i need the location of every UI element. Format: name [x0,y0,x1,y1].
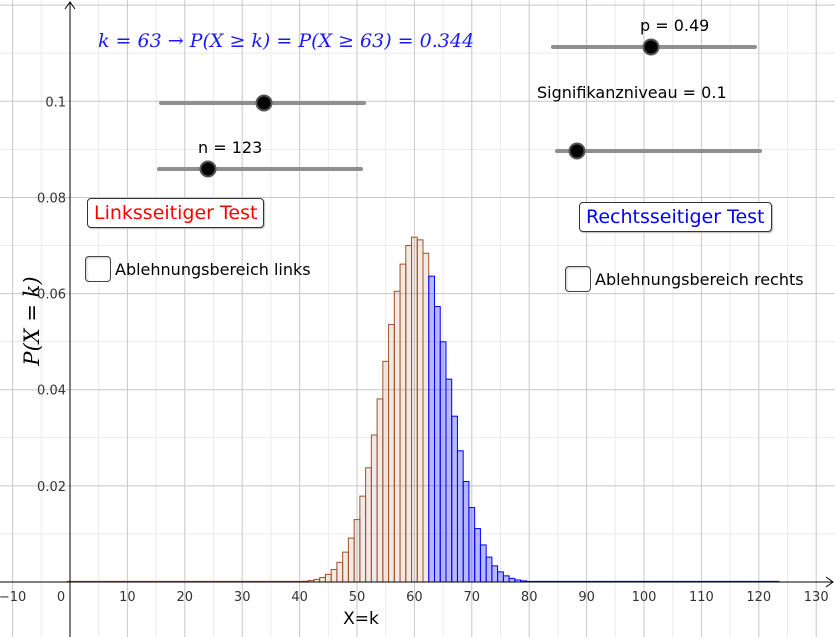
checkbox-label: Ablehnungsbereich rechts [595,269,804,289]
bar-k-56 [388,324,395,583]
bar-k-57 [393,290,401,583]
bar-k-66 [445,378,453,583]
right-sided-test-button[interactable]: Rechtsseitiger Test [579,202,772,232]
y-tick-label: 0.06 [37,288,66,303]
bar-k-64 [433,306,441,583]
bar-k-44 [319,576,326,583]
bar-k-47 [336,561,344,583]
bar-k-69 [462,481,470,583]
bar-k-58 [399,263,407,583]
checkbox-label: Ablehnungsbereich links [115,259,311,279]
bar-k-51 [359,495,367,583]
n-slider-handle[interactable] [199,160,217,178]
checkbox-ablehnung-links[interactable]: Ablehnungsbereich links [85,256,311,282]
bar-k-68 [456,450,464,583]
bar-k-50 [353,519,361,583]
bar-k-67 [451,415,458,583]
bar-k-49 [347,537,355,583]
bar-k-75 [497,571,504,583]
bar-k-71 [474,528,481,583]
bar-k-63 [428,275,435,583]
x-tick-label: 60 [406,590,423,605]
signifikanz-slider-label: Signifikanzniveau = 0.1 [537,83,727,102]
checkbox-ablehnung-rechts[interactable]: Ablehnungsbereich rechts [565,266,804,292]
x-tick-label: 0 [57,590,65,605]
y-axis-arrow [64,1,76,10]
checkbox-box[interactable] [565,266,591,292]
x-tick-label: 90 [578,590,595,605]
bar-k-60 [411,236,418,583]
p-slider-label: p = 0.49 [640,16,710,35]
bar-k-62 [422,252,430,583]
bar-k-72 [479,544,487,583]
x-tick-label: 40 [291,590,308,605]
bar-k-54 [376,398,384,583]
significance-slider-handle[interactable] [255,94,273,112]
bar-k-74 [491,565,499,583]
x-axis-label: X=k [343,609,379,629]
bar-k-73 [485,556,493,583]
x-tick-label: 50 [349,590,366,605]
probability-formula: k = 63 → P(X ≥ k) = P(X ≥ 63) = 0.344 [98,30,475,52]
x-tick-label: 100 [632,590,657,605]
x-tick-label: 10 [119,590,136,605]
bar-k-48 [342,551,349,583]
x-tick-label: 70 [464,590,481,605]
x-tick-label: 110 [689,590,714,605]
y-tick-label: 0.04 [37,384,66,399]
p-slider-handle[interactable] [642,38,660,56]
x-tick-label: 30 [234,590,251,605]
bar-k-76 [502,575,510,583]
x-tick-label: −10 [0,590,26,605]
x-tick-label: 120 [746,590,771,605]
bar-k-53 [370,434,378,583]
bar-k-59 [405,245,413,583]
left-sided-test-button[interactable]: Linksseitiger Test [87,198,265,228]
y-tick-label: 0.1 [45,95,66,110]
x-tick-label: 130 [804,590,829,605]
bar-k-70 [468,507,476,583]
checkbox-box[interactable] [85,256,111,282]
bar-k-46 [330,569,338,583]
bar-k-65 [439,341,447,583]
bar-k-61 [416,239,424,583]
bar-k-45 [324,573,332,583]
x-tick-label: 20 [177,590,194,605]
bar-k-77 [508,577,516,583]
y-tick-label: 0.08 [37,191,66,206]
y-axis-label: P(X = k) [20,276,44,366]
n-slider-label: n = 123 [198,138,263,157]
x-tick-label: 80 [521,590,538,605]
level-slider-handle[interactable] [568,142,586,160]
x-axis-arrow [825,576,834,588]
bar-k-52 [365,467,372,583]
y-tick-label: 0.02 [37,480,66,495]
bar-k-55 [382,360,390,583]
